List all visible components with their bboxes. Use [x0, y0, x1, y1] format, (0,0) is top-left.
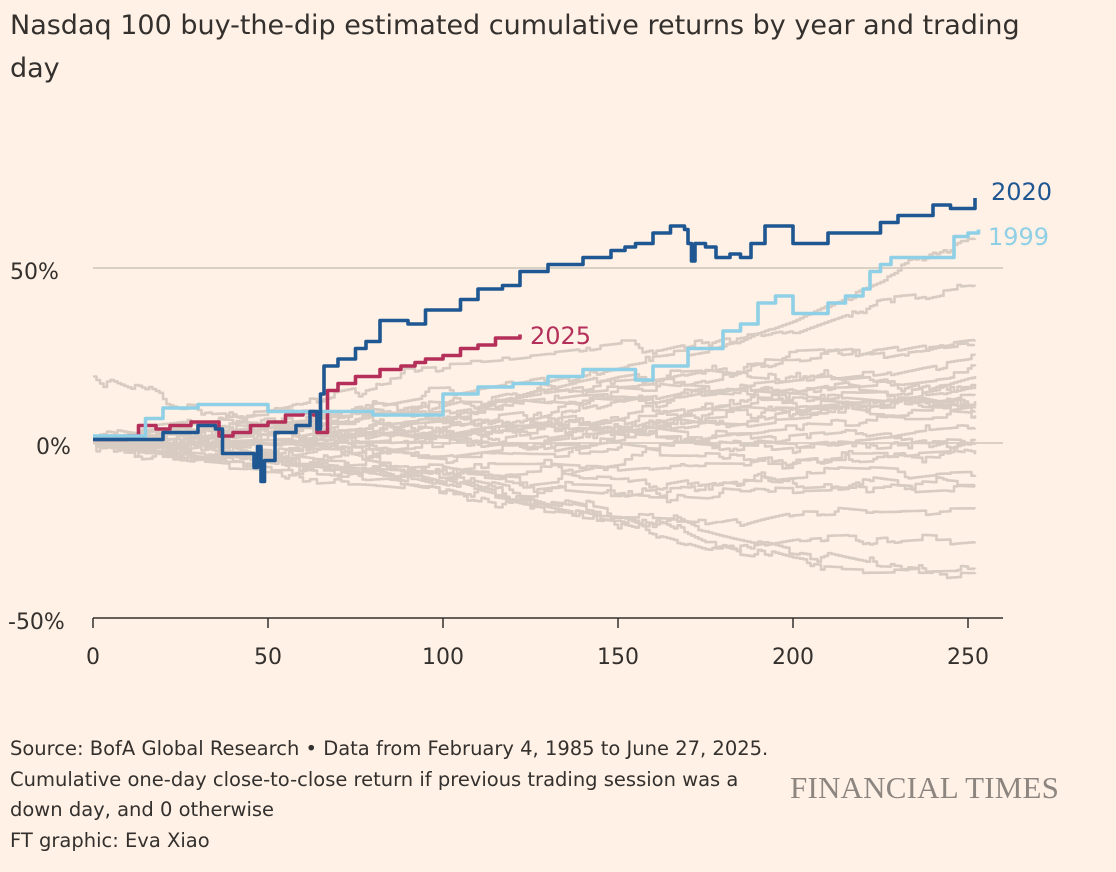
x-tick-label: 100	[422, 645, 464, 670]
x-tick-label: 200	[772, 645, 814, 670]
chart-title: Nasdaq 100 buy-the-dip estimated cumulat…	[10, 10, 1020, 84]
ft-logo: FINANCIAL TIMES	[790, 770, 1060, 805]
series-label-1999: 1999	[988, 223, 1049, 251]
series-line-other-year	[93, 441, 977, 580]
x-tick-label: 150	[597, 645, 639, 670]
series-line-1999	[93, 229, 981, 438]
highlighted-series	[93, 198, 981, 484]
source-text: Source: BofA Global Research • Data from…	[10, 737, 769, 821]
series-line-2020	[93, 198, 977, 484]
series-label-2020: 2020	[991, 178, 1052, 206]
x-tick-label: 50	[254, 645, 282, 670]
x-tick-label: 0	[86, 645, 100, 670]
series-line-other-year	[93, 398, 977, 455]
y-tick-label: -50%	[8, 610, 65, 635]
x-tick-label: 250	[947, 645, 989, 670]
y-tick-label: 50%	[10, 260, 59, 285]
source-note: Source: BofA Global Research • Data from…	[10, 734, 770, 856]
series-line-other-year	[93, 436, 975, 498]
other-years-series	[93, 237, 977, 580]
series-line-other-year	[93, 440, 977, 491]
series-line-other-year	[93, 424, 977, 456]
series-line-other-year	[93, 383, 977, 445]
x-axis	[92, 617, 1003, 628]
series-line-other-year	[93, 368, 977, 446]
series-line-other-year	[93, 375, 977, 424]
series-line-other-year	[93, 437, 977, 573]
series-line-other-year	[93, 342, 975, 445]
series-line-other-year	[93, 409, 977, 454]
y-tick-label: 0%	[36, 435, 71, 460]
graphic-credit: FT graphic: Eva Xiao	[10, 828, 210, 852]
series-label-2025: 2025	[530, 322, 591, 350]
